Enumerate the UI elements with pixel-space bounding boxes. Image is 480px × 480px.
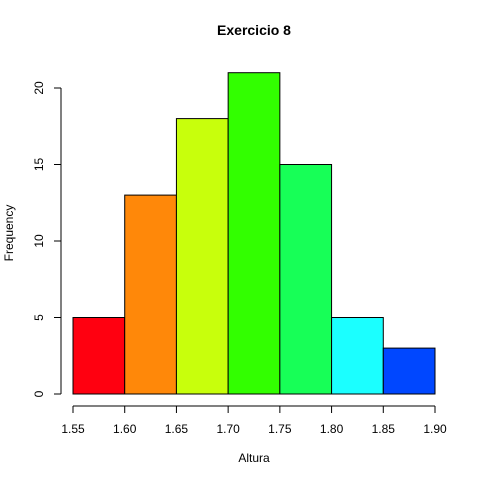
histogram-bar-4 [227, 72, 281, 395]
histogram-bar-6 [331, 317, 384, 395]
x-tick-label-4: 1.70 [216, 422, 240, 436]
histogram-bar-7 [382, 347, 436, 395]
x-tick-label-7: 1.85 [372, 422, 396, 436]
x-tick-label-3: 1.65 [165, 422, 189, 436]
y-axis: 0 5 10 15 20 [32, 81, 62, 397]
y-tick-label-4: 15 [32, 158, 46, 172]
x-tick-label-6: 1.80 [320, 422, 344, 436]
x-tick-label-2: 1.60 [113, 422, 137, 436]
bars-group [72, 72, 436, 395]
histogram-bar-1 [72, 317, 126, 395]
x-tick-label-1: 1.55 [61, 422, 85, 436]
x-axis-label: Altura [238, 451, 270, 465]
x-axis: 1.55 1.60 1.65 1.70 1.75 1.80 1.85 1.90 [61, 405, 447, 436]
y-tick-label-5: 20 [32, 81, 46, 95]
histogram-bar-3 [175, 118, 229, 395]
chart-title: Exercicio 8 [217, 22, 291, 38]
y-axis-label: Frequency [2, 205, 16, 262]
y-tick-label-1: 0 [32, 390, 46, 397]
x-tick-label-8: 1.90 [423, 422, 447, 436]
y-tick-label-3: 10 [32, 234, 46, 248]
histogram-bar-2 [124, 194, 177, 395]
histogram-bar-5 [279, 164, 333, 395]
x-tick-label-5: 1.75 [268, 422, 292, 436]
y-tick-label-2: 5 [32, 314, 46, 321]
